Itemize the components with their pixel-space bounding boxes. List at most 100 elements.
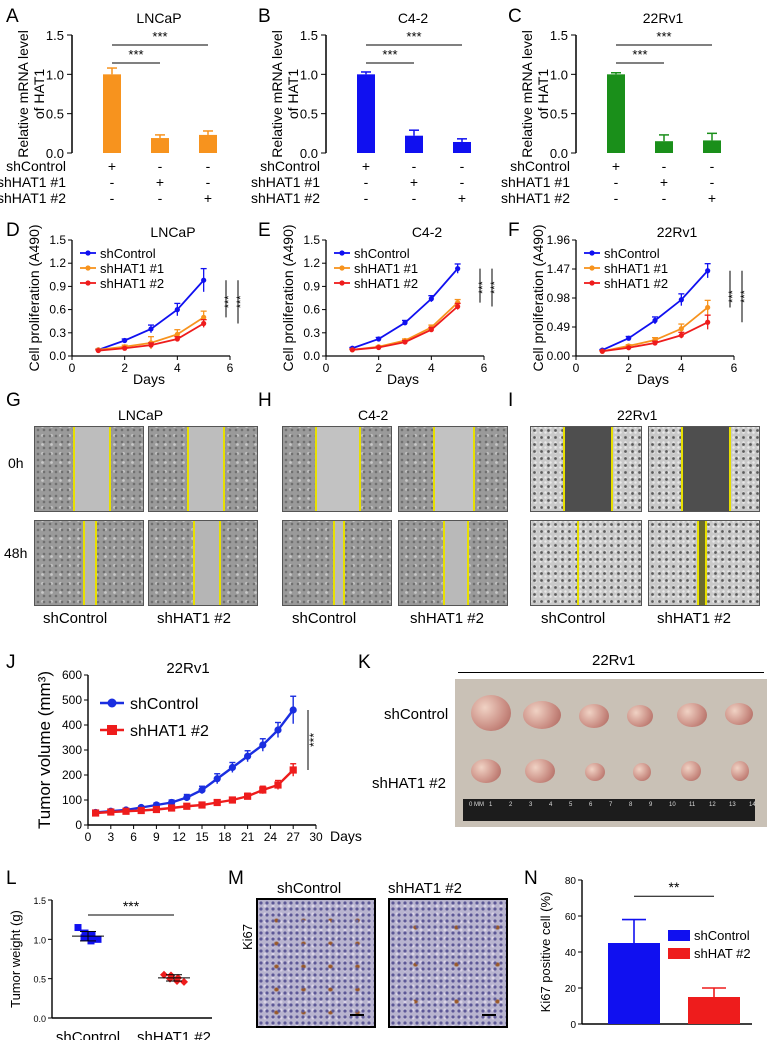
y-tick-label: 1.5 [49,233,66,247]
y-tick-label: 1.5 [303,233,320,247]
wound-image-h-shhat1-48h [398,520,508,606]
y-axis-label: Cell proliferation (A490) [280,224,296,371]
data-point [259,786,267,794]
legend-marker [339,250,345,256]
x-tick-label: 4 [174,361,181,375]
data-point [274,781,282,789]
data-point [152,805,160,814]
data-point [180,977,188,986]
condition-sign: + [612,158,620,174]
bar [405,135,423,153]
legend-label: shHAT #2 [694,946,751,961]
panel-letter-d: D [6,220,20,241]
time-label-0h: 0h [8,455,24,471]
condition-label: shHAT1 #2 [0,190,66,206]
x-tick-label: 27 [287,830,301,844]
ihc-image-control [256,898,376,1028]
y-tick-label: 1.0 [33,935,46,945]
wound-image-h-control-0h [282,426,392,512]
wound-label-i-control: shControl [541,610,606,627]
condition-sign: + [108,158,116,174]
legend-label: shHAT1 #2 [354,276,418,291]
y-axis-label: Tumor weight (g) [8,910,23,1008]
data-point [148,326,154,332]
y-tick-label: 1.5 [550,28,568,43]
y-tick-label: 1.2 [303,256,320,270]
data-point [244,752,252,760]
legend-label: shHAT1 #1 [354,261,418,276]
data-point [81,929,89,937]
wound-image-i-shhat1-0h [648,426,760,512]
data-point [678,332,684,338]
legend-label: shControl [354,246,410,261]
tumor-shhat1-4 [633,763,651,781]
tumor-control-6 [725,703,753,725]
y-tick-label: 1.0 [300,67,318,82]
data-point [652,317,658,324]
sig-label: *** [489,280,501,294]
legend-label: shHAT1 #2 [130,723,209,740]
panel-letter-m: M [228,868,244,889]
y-tick-label: 0.0 [49,349,66,363]
x-axis-label: Days [133,371,165,387]
condition-sign: - [206,174,211,190]
wound-image-i-control-0h [530,426,642,512]
tumor-shhat1-6 [731,761,749,781]
wound-image-g-shhat1-48h [148,520,258,606]
legend-label: shHAT1 #2 [604,276,668,291]
chart-title: 22Rv1 [657,224,698,240]
data-point [428,296,434,302]
legend-marker [589,280,595,286]
condition-sign: + [660,174,668,190]
sig-label: *** [223,295,235,309]
condition-sign: - [662,190,667,206]
y-tick-label: 0.0 [46,146,64,161]
x-tick-label: 6 [481,361,488,375]
y-axis-label: Relative mRNA level [15,30,31,158]
y-axis-label: Tumor volume (mm³) [35,671,54,829]
wound-image-g-control-0h [34,426,144,512]
y-tick-label: 200 [62,768,82,782]
y-axis-label: Ki67 positive cell (%) [538,892,553,1013]
ruler-label: 13 [729,802,736,808]
data-point [376,344,382,351]
data-point [174,307,180,313]
condition-sign: - [412,190,417,206]
condition-sign: + [458,190,466,206]
panel-k-title: 22Rv1 [592,652,636,669]
data-point [122,345,128,351]
scale-bar-shhat1 [482,1014,496,1016]
y-tick-label: 0.5 [300,107,318,122]
ruler-label: 7 [609,802,613,808]
condition-sign: - [158,158,163,174]
x-axis-label: Days [637,371,669,387]
data-point [402,320,408,326]
data-point [274,726,282,734]
data-point [376,336,382,342]
sig-label: *** [235,295,247,309]
legend-label: shControl [694,928,750,943]
y-tick-label: 1.0 [550,67,568,82]
panel-a-chart: LNCaP 0.0 0.5 1.0 1.5 Relative mRNA level of H… [0,10,217,206]
y-axis-label: Cell proliferation (A490) [26,224,42,371]
data-point [148,342,154,348]
x-tick-label: 30 [309,830,323,844]
y-axis-label: of HAT1 [535,69,551,120]
y-axis-label: Cell proliferation (A490) [530,224,546,371]
condition-sign: - [364,174,369,190]
y-tick-label: 80 [565,876,577,887]
bar [655,141,673,153]
condition-sign: - [662,158,667,174]
wound-label-i-shhat1: shHAT1 #2 [657,610,731,627]
condition-sign: + [156,174,164,190]
sig-label: *** [656,29,671,44]
tumor-photo: 0 MM 1 2 3 4 5 6 7 8 9 10 11 12 13 14 [455,679,767,827]
bar [688,997,740,1024]
panel-h-title: C4-2 [358,407,389,423]
bar [453,141,471,153]
y-tick-label: 0.0 [33,1014,46,1024]
panel-letter-i: I [508,390,514,411]
data-point [599,348,605,354]
ihc-col-label-shhat1: shHAT1 #2 [388,880,462,897]
panel-letter-j: J [6,652,16,673]
